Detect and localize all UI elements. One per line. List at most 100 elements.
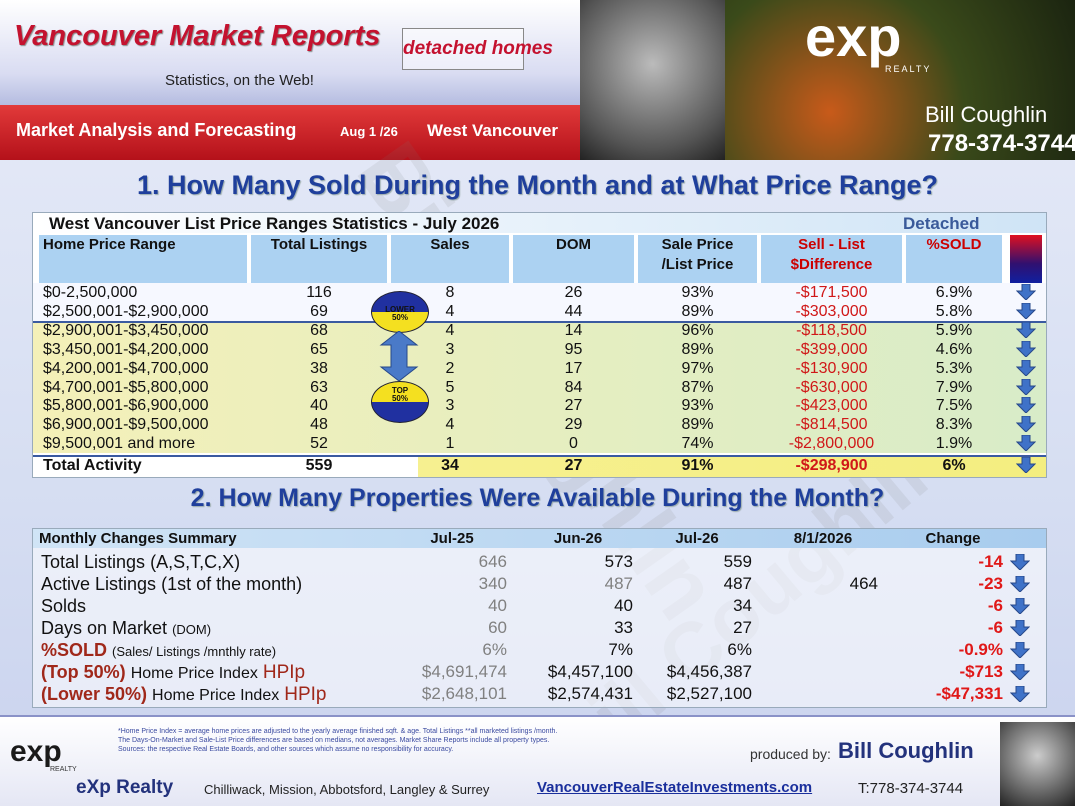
total-cell: 27	[564, 457, 583, 475]
total-band	[33, 455, 1046, 478]
value-cell: 646	[478, 552, 507, 571]
footer-note: The Days-On-Market and Sale-List Price d…	[118, 737, 550, 744]
label: Active Listings	[41, 574, 157, 594]
table-cell: 89%	[681, 416, 714, 434]
footer	[0, 715, 1075, 806]
table-cell: 4	[445, 416, 455, 434]
total-cell: 6%	[942, 457, 966, 475]
value-cell: 487	[723, 574, 752, 593]
table-cell: 4	[445, 302, 455, 320]
down-arrow	[1015, 321, 1037, 339]
section1-heading: 1. How Many Sold During the Month and at…	[136, 170, 939, 200]
table-title: West Vancouver List Price Ranges Statist…	[49, 214, 500, 233]
table-cell: $2,500,001-$2,900,000	[43, 302, 209, 320]
header-line: Sales	[430, 236, 470, 253]
agent-photo	[580, 0, 725, 160]
row-band	[33, 415, 1046, 435]
header-phone: 778-374-3744	[928, 130, 1075, 157]
change-cell: -$47,331	[935, 684, 1003, 703]
row-band	[33, 339, 1046, 359]
table-cell: -$171,500	[795, 284, 868, 301]
row-label: Days on Market (DOM)	[41, 617, 211, 641]
footer-agent: Bill Coughlin	[838, 738, 974, 763]
label-note: (A,S,T,C,X)	[150, 552, 241, 572]
header-line: $Difference	[790, 256, 873, 273]
table-cell: 89%	[681, 340, 714, 358]
table-cell: 7.5%	[935, 397, 973, 415]
label: Total Listings	[41, 552, 146, 572]
label-suffix: HPIp	[262, 662, 306, 683]
footer-company: eXp Realty	[76, 777, 174, 798]
row-label: Total Listings (A,S,T,C,X)	[41, 551, 240, 573]
table-cell: 65	[310, 340, 328, 358]
table-cell: -$2,800,000	[788, 435, 875, 453]
down-arrow	[1015, 396, 1037, 415]
row-band	[33, 434, 1046, 454]
arrow-icon	[1009, 641, 1031, 659]
table-cell: 63	[310, 378, 328, 396]
label: Days on Market	[41, 618, 168, 638]
table-cell: -$814,500	[795, 416, 868, 434]
value-cell: 464	[849, 574, 878, 593]
arrow-icon	[1015, 378, 1037, 396]
change-cell: -6	[987, 618, 1003, 637]
header-tagline: Market Analysis and Forecasting	[16, 120, 297, 140]
column-header: DOM	[513, 235, 634, 283]
price-range-table: West Vancouver List Price Ranges Statist…	[32, 212, 1047, 478]
column-header: Sell - List $Difference	[761, 235, 902, 283]
table-cell: 2	[445, 359, 455, 377]
header-line: Sell - List	[798, 236, 865, 253]
down-arrow	[1015, 415, 1037, 434]
change-cell: -0.9%	[958, 640, 1003, 659]
header-area: West Vancouver	[427, 121, 559, 140]
value-cell: 559	[723, 552, 752, 571]
footer-photo	[1000, 722, 1075, 806]
arrow-icon	[1009, 597, 1031, 615]
total-cell: Total Activity	[43, 457, 142, 475]
header-line: Sale Price	[661, 236, 734, 253]
footer-logo-sub: REALTY	[50, 766, 77, 773]
header-line: DOM	[556, 236, 591, 253]
table-cell: 5.9%	[935, 321, 973, 339]
down-arrow	[1009, 553, 1031, 571]
section2-heading: 2. How Many Properties Were Available Du…	[190, 484, 885, 512]
footer-note: Sources: the respective Real Estate Boar…	[118, 746, 454, 753]
table-cell: 29	[564, 416, 583, 434]
row-label: (Lower 50%) Home Price Index HPIp	[41, 683, 326, 707]
badge-text: LOWER	[385, 305, 415, 314]
value-cell: 27	[733, 618, 752, 637]
label-suffix: HPIp	[284, 684, 327, 705]
header-line: Home Price Range	[43, 236, 176, 253]
arrow-icon	[1015, 340, 1037, 358]
label: (Top 50%)	[41, 662, 126, 682]
down-arrow	[1015, 434, 1037, 452]
down-arrow	[1009, 641, 1031, 659]
column-header: 8/1/2026	[793, 530, 853, 547]
table-cell: 8	[445, 284, 455, 301]
header-band	[33, 529, 1046, 548]
arrow-icon	[1009, 553, 1031, 571]
lower-badge: LOWER 50%	[371, 291, 429, 333]
arrow-icon	[1015, 456, 1037, 474]
table-cell: $2,900,001-$3,450,000	[43, 321, 209, 339]
value-cell: $2,574,431	[547, 684, 633, 703]
koi-photo	[725, 0, 1075, 160]
column-header: Total Listings	[251, 235, 387, 283]
table-cell: 93%	[681, 284, 714, 301]
row-label: Active Listings (1st of the month)	[41, 573, 302, 595]
logo: exp	[805, 5, 902, 68]
total-cell: 34	[441, 457, 459, 475]
down-arrow	[1009, 663, 1031, 681]
down-arrow	[1009, 597, 1031, 615]
header-line: Total Listings	[270, 236, 368, 253]
table-cell: 40	[310, 397, 328, 415]
footer-website[interactable]: VancouverRealEstateInvestments.com	[537, 779, 813, 796]
arrow-icon	[1009, 663, 1031, 681]
header-subtitle: Statistics, on the Web!	[165, 72, 314, 89]
arrow-icon	[1015, 415, 1037, 434]
produced-by: produced by:	[750, 746, 831, 762]
change-cell: -$713	[959, 662, 1003, 681]
value-cell: 573	[604, 552, 633, 571]
footer-note: *Home Price Index = average home prices …	[118, 728, 558, 735]
row-band	[33, 396, 1046, 416]
